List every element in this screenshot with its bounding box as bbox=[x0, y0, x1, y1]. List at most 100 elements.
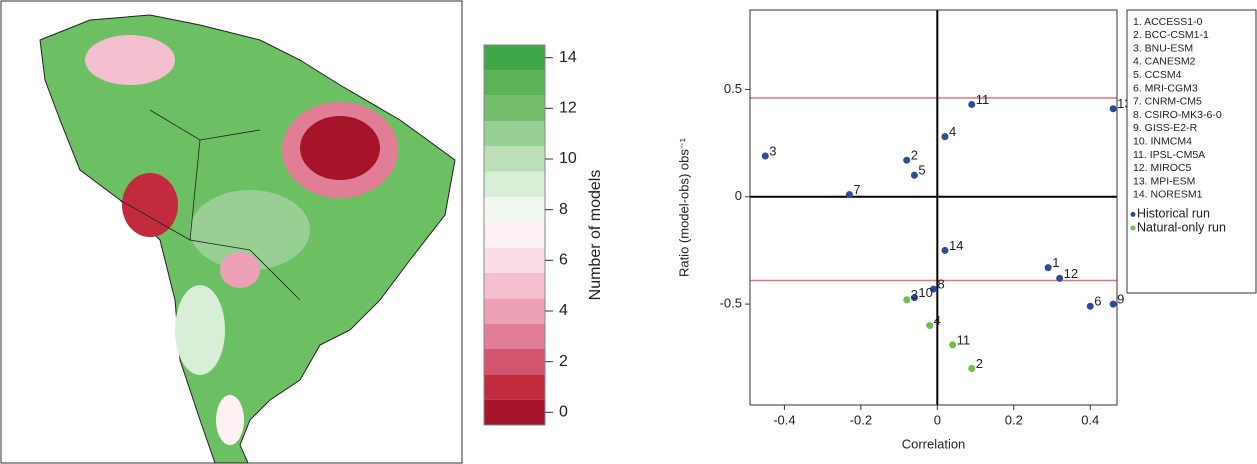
x-axis-label: Correlation bbox=[902, 436, 966, 451]
color-bin bbox=[484, 146, 545, 172]
legend-model: 11. IPSL-CM5A bbox=[1133, 149, 1205, 161]
tick-label: 14 bbox=[559, 49, 577, 66]
legend-model: 13. MPI-ESM bbox=[1133, 175, 1195, 187]
point bbox=[1109, 300, 1117, 308]
color-bin bbox=[484, 121, 545, 147]
map-patch bbox=[190, 190, 310, 270]
map-patch bbox=[300, 116, 380, 180]
legend-model: 10. INMCM4 bbox=[1133, 135, 1192, 147]
map-patch bbox=[175, 285, 225, 375]
tick-label: 6 bbox=[559, 252, 568, 269]
borders bbox=[119, 109, 301, 301]
x-tick-label: 0 bbox=[934, 412, 941, 427]
point-label: 12 bbox=[1064, 266, 1078, 281]
map bbox=[0, 0, 463, 464]
point-label: 2 bbox=[911, 148, 918, 163]
point-label: 11 bbox=[976, 92, 990, 107]
point bbox=[968, 365, 976, 373]
point-label: 9 bbox=[1117, 292, 1124, 307]
point bbox=[968, 100, 976, 108]
legend-model: 12. MIROC5 bbox=[1133, 162, 1192, 174]
legend-label: Natural-only run bbox=[1137, 220, 1226, 234]
legend-model: 9. GISS-E2-R bbox=[1133, 122, 1198, 134]
y-tick-label: -0.5 bbox=[720, 296, 742, 311]
legend-frame bbox=[1126, 9, 1257, 294]
y-tick-label: 0.5 bbox=[724, 81, 742, 96]
color-bin bbox=[484, 70, 545, 96]
tick-label: 12 bbox=[559, 100, 577, 117]
point-label: 11 bbox=[957, 332, 971, 347]
legend-model: 4. CANESM2 bbox=[1133, 56, 1196, 68]
color-bin bbox=[484, 399, 545, 425]
x-tick-label: 0.2 bbox=[1005, 412, 1023, 427]
legend-model: 14. NORESM1 bbox=[1133, 189, 1203, 201]
point bbox=[1056, 274, 1064, 282]
colorbar-frame bbox=[483, 44, 546, 426]
map-patch bbox=[122, 173, 178, 237]
point-label: 2 bbox=[976, 356, 983, 371]
point-label: 7 bbox=[853, 182, 860, 197]
tick-label: 8 bbox=[559, 201, 568, 218]
color-bin bbox=[484, 171, 545, 197]
map-patch bbox=[216, 395, 244, 445]
point bbox=[941, 246, 949, 254]
point-label: 10 bbox=[918, 285, 932, 300]
legend-model: 6. MRI-CGM3 bbox=[1133, 82, 1198, 94]
color-bin bbox=[484, 197, 545, 223]
legend-model: 7. CNRM-CM5 bbox=[1133, 96, 1202, 108]
map-patch bbox=[85, 35, 175, 85]
point-label: 6 bbox=[1094, 294, 1101, 309]
plot-frame bbox=[749, 9, 1118, 406]
point bbox=[910, 171, 918, 179]
map-patch bbox=[220, 252, 260, 288]
color-bin bbox=[484, 298, 545, 324]
legend-model: 1. ACCESS1-0 bbox=[1133, 16, 1203, 28]
point-label: 1 bbox=[1052, 255, 1059, 270]
x-tick-label: -0.4 bbox=[773, 412, 795, 427]
color-bin bbox=[484, 247, 545, 273]
y-axis-label: Ratio (model-obs) obs⁻¹ bbox=[676, 137, 691, 277]
y-tick-label: 0 bbox=[735, 188, 742, 203]
point-label: 8 bbox=[938, 277, 945, 292]
point bbox=[903, 296, 911, 304]
tick-label: 2 bbox=[559, 353, 568, 370]
color-bin bbox=[484, 374, 545, 400]
point bbox=[1109, 105, 1117, 113]
x-tick-label: 0.4 bbox=[1081, 412, 1099, 427]
color-bin bbox=[484, 45, 545, 71]
color-bin bbox=[484, 95, 545, 121]
point bbox=[926, 322, 934, 330]
x-tick-label: -0.2 bbox=[850, 412, 872, 427]
legend-model: 2. BCC-CSM1-1 bbox=[1133, 29, 1209, 41]
legend: 1. ACCESS1-02. BCC-CSM1-13. BNU-ESM 4. CA… bbox=[1126, 9, 1257, 294]
point bbox=[930, 285, 937, 293]
color-bin bbox=[484, 222, 545, 248]
colorbar-label: Number of models bbox=[587, 170, 604, 301]
point bbox=[941, 133, 949, 141]
point bbox=[1044, 264, 1052, 272]
color-bin bbox=[484, 273, 545, 299]
point-label: 5 bbox=[918, 163, 925, 178]
point-label: 14 bbox=[949, 238, 963, 253]
point bbox=[903, 156, 911, 164]
color-bin bbox=[484, 349, 545, 375]
tick-label: 0 bbox=[559, 404, 568, 421]
point-label: 3 bbox=[769, 143, 776, 158]
legend-marker bbox=[1130, 211, 1136, 217]
legend-model: 8. CSIRO-MK3-6-0 bbox=[1133, 109, 1222, 121]
point-label: 4 bbox=[934, 313, 941, 328]
point bbox=[949, 341, 957, 349]
tick-label: 4 bbox=[559, 302, 568, 319]
point-label: 3 bbox=[911, 287, 918, 302]
point bbox=[761, 152, 769, 160]
point bbox=[1086, 302, 1094, 310]
legend-model: 5. CCSM4 bbox=[1133, 69, 1182, 81]
point bbox=[845, 191, 853, 199]
legend-label: Historical run bbox=[1137, 207, 1210, 221]
legend-model: 3. BNU-ESM bbox=[1133, 42, 1193, 54]
color-bin bbox=[484, 323, 545, 349]
point bbox=[910, 294, 918, 302]
point-label: 4 bbox=[949, 124, 956, 139]
